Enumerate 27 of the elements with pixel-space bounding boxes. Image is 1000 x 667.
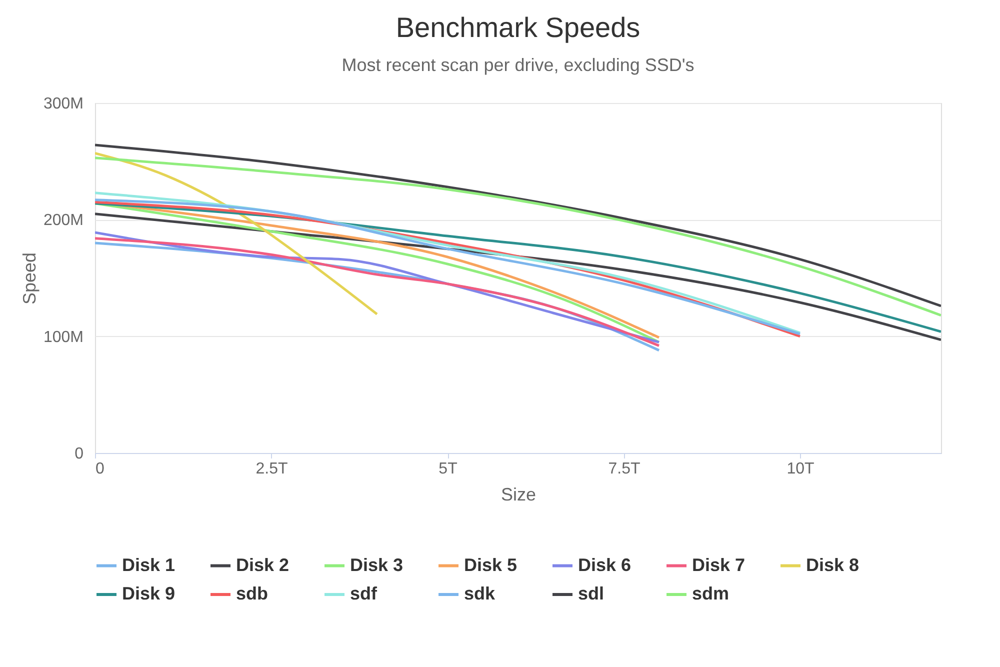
x-tick-label: 7.5T [608, 460, 640, 478]
legend-label: sdm [692, 584, 730, 604]
y-tick-label: 0 [74, 446, 84, 462]
legend-label: Disk 5 [464, 554, 518, 575]
legend-label: Disk 2 [236, 554, 290, 575]
legend-label: Disk 3 [350, 554, 404, 575]
x-tick-label: 10T [786, 460, 815, 478]
legend-label: Disk 1 [122, 554, 176, 575]
legend-label: sdl [578, 584, 604, 604]
x-tick-label: 2.5T [256, 460, 288, 478]
chart-title: Benchmark Speeds [396, 12, 640, 43]
legend-label: Disk 9 [122, 584, 176, 604]
line-series [95, 152, 378, 316]
legend-label: Disk 8 [806, 554, 860, 575]
legend-label: Disk 7 [692, 554, 746, 575]
y-axis-title: Speed [19, 252, 40, 305]
x-tick-label: 5T [438, 460, 458, 478]
legend-label: sdb [236, 584, 268, 604]
legend-label: sdk [464, 584, 496, 604]
chart-subtitle: Most recent scan per drive, excluding SSD's [342, 55, 694, 75]
x-tick-label: 0 [96, 460, 104, 478]
y-tick-label: 200M [43, 212, 84, 230]
y-tick-label: 100M [43, 328, 84, 346]
y-tick-label: 300M [43, 96, 84, 112]
legend-label: sdf [350, 584, 378, 604]
legend-label: Disk 6 [578, 554, 632, 575]
x-axis-title: Size [500, 484, 536, 504]
